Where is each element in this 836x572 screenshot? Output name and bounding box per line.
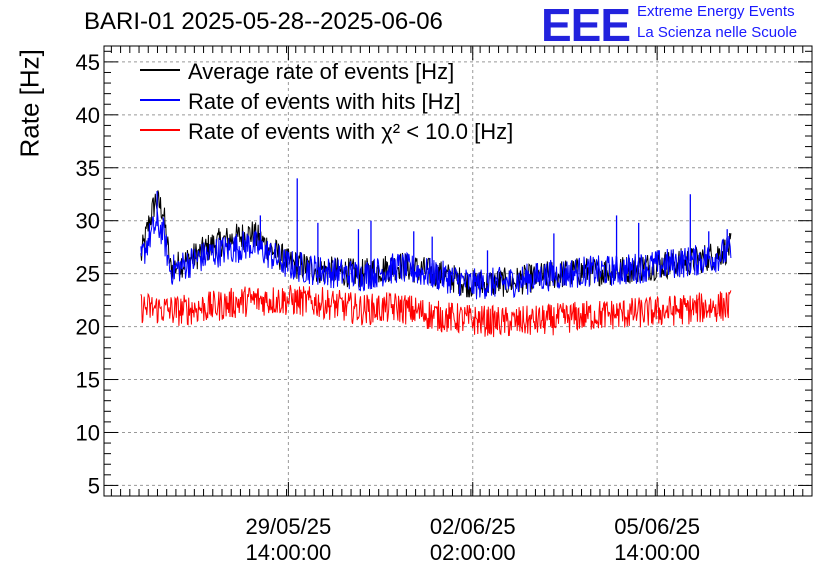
chart-title: BARI-01 2025-05-28--2025-06-06: [84, 8, 443, 35]
y-tick-label: 45: [76, 50, 100, 75]
legend-label: Rate of events with χ² < 10.0 [Hz]: [188, 119, 513, 144]
series-group: [140, 178, 732, 338]
x-tick-date-label: 29/05/25: [246, 514, 332, 539]
y-tick-label: 15: [76, 368, 100, 393]
y-tick-label: 10: [76, 420, 100, 445]
y-tick-label: 35: [76, 156, 100, 181]
x-tick-time-label: 02:00:00: [430, 540, 516, 565]
legend-label: Average rate of events [Hz]: [188, 59, 454, 84]
x-tick-time-label: 14:00:00: [246, 540, 332, 565]
legend: Average rate of events [Hz] Rate of event…: [140, 59, 513, 144]
y-tick-label: 25: [76, 262, 100, 287]
plot-frame: [103, 45, 813, 497]
series-line-rate-with-hits: [140, 211, 732, 300]
org-name-line1: Extreme Energy Events: [637, 3, 795, 20]
y-tick-label: 20: [76, 315, 100, 340]
series-line-rate-chi2: [140, 284, 732, 338]
x-tick-date-label: 05/06/25: [614, 514, 700, 539]
eee-logo: EEE: [541, 0, 631, 51]
org-name-line2: La Scienza nelle Scuole: [637, 24, 798, 41]
x-tick-date-label: 02/06/25: [430, 514, 516, 539]
y-tick-label: 40: [76, 103, 100, 128]
x-tick-time-label: 14:00:00: [614, 540, 700, 565]
y-tick-label: 5: [88, 473, 100, 498]
legend-label: Rate of events with hits [Hz]: [188, 89, 461, 114]
y-tick-label: 30: [76, 209, 100, 234]
